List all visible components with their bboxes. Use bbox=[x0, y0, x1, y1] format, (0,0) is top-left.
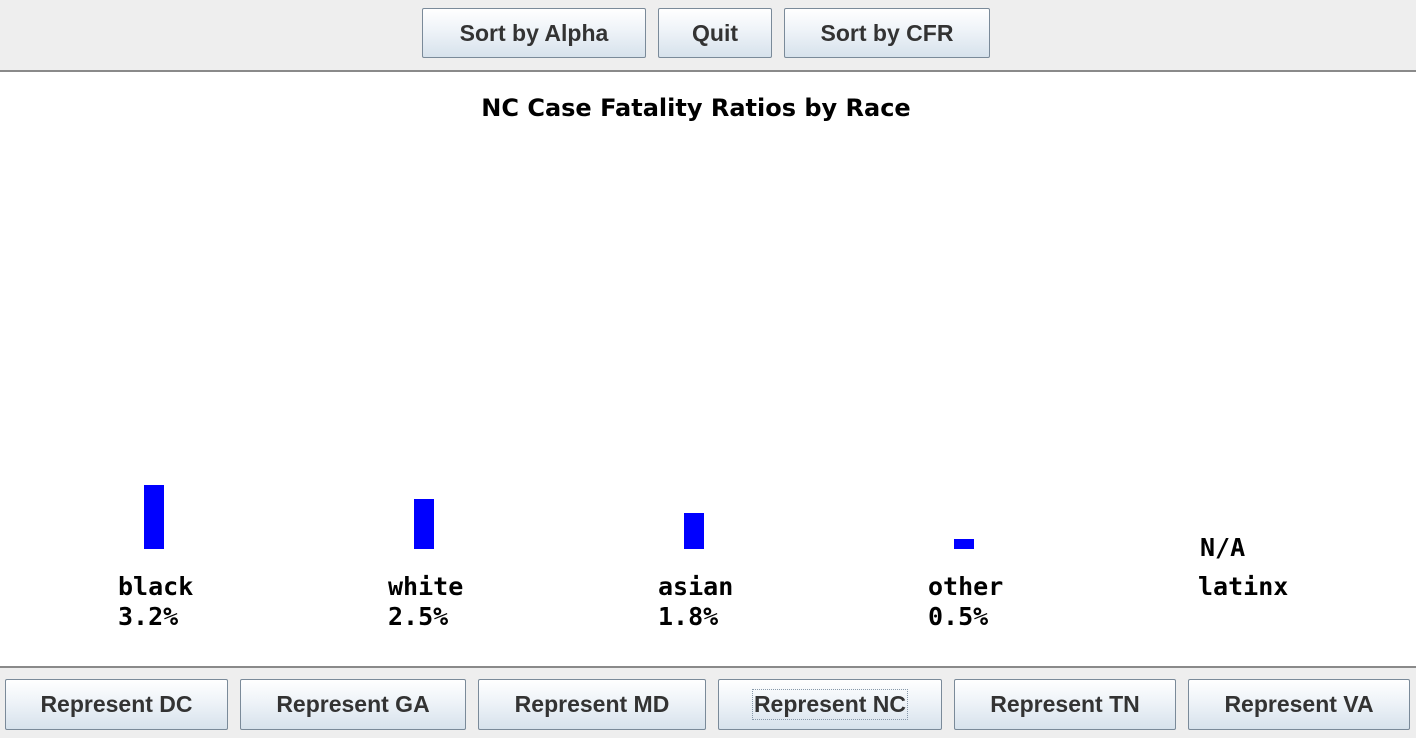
category-label-asian: asian bbox=[658, 572, 733, 601]
quit-button[interactable]: Quit bbox=[658, 8, 772, 58]
bar-black bbox=[144, 485, 164, 549]
represent-dc-label: Represent DC bbox=[40, 691, 193, 717]
sort-by-alpha-label: Sort by Alpha bbox=[459, 19, 609, 46]
chart-title: NC Case Fatality Ratios by Race bbox=[481, 94, 910, 122]
category-label-white: white bbox=[388, 572, 463, 601]
category-label-black: black bbox=[118, 572, 193, 601]
sort-by-cfr-label: Sort by CFR bbox=[820, 19, 954, 46]
represent-nc-button[interactable]: Represent NC bbox=[718, 679, 942, 730]
sort-by-cfr-button[interactable]: Sort by CFR bbox=[784, 8, 990, 58]
value-label-other: 0.5% bbox=[928, 602, 988, 631]
bottom-toolbar: Represent DC Represent GA Represent MD R… bbox=[0, 666, 1416, 738]
represent-nc-label: Represent NC bbox=[751, 689, 909, 720]
value-label-black: 3.2% bbox=[118, 602, 178, 631]
category-label-other: other bbox=[928, 572, 1003, 601]
represent-tn-label: Represent TN bbox=[990, 691, 1140, 717]
bar-white bbox=[414, 499, 434, 549]
represent-md-button[interactable]: Represent MD bbox=[478, 679, 706, 730]
represent-dc-button[interactable]: Represent DC bbox=[5, 679, 228, 730]
represent-va-button[interactable]: Represent VA bbox=[1188, 679, 1410, 730]
bar-other bbox=[954, 539, 974, 549]
represent-ga-label: Represent GA bbox=[276, 691, 430, 717]
represent-tn-button[interactable]: Represent TN bbox=[954, 679, 1176, 730]
bar-asian bbox=[684, 513, 704, 549]
represent-va-label: Represent VA bbox=[1224, 691, 1374, 717]
sort-by-alpha-button[interactable]: Sort by Alpha bbox=[422, 8, 646, 58]
quit-label: Quit bbox=[692, 19, 738, 46]
value-label-asian: 1.8% bbox=[658, 602, 718, 631]
bar-chart: NC Case Fatality Ratios by Race black3.2… bbox=[118, 94, 1288, 631]
value-label-white: 2.5% bbox=[388, 602, 448, 631]
represent-ga-button[interactable]: Represent GA bbox=[240, 679, 466, 730]
top-toolbar: Sort by Alpha Quit Sort by CFR bbox=[0, 0, 1416, 72]
missing-value-label-latinx: N/A bbox=[1200, 533, 1245, 562]
represent-md-label: Represent MD bbox=[514, 691, 670, 717]
category-label-latinx: latinx bbox=[1198, 572, 1288, 601]
